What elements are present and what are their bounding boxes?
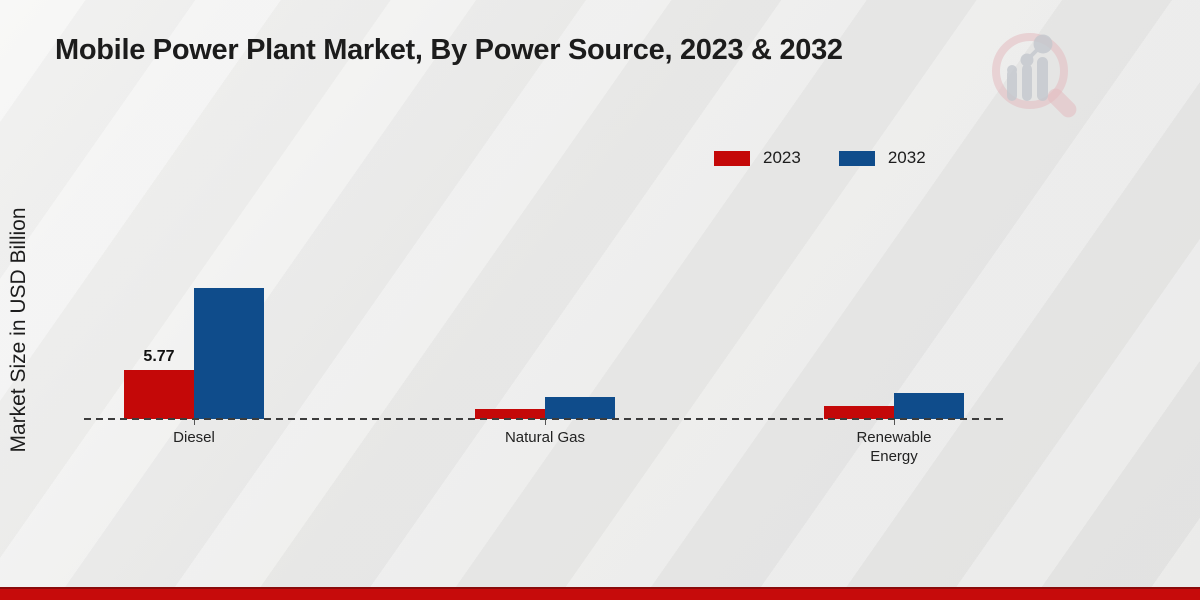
zero-baseline: [84, 418, 1007, 420]
legend-label-2023: 2023: [763, 148, 801, 167]
bar-2023-natural-gas: [475, 409, 545, 419]
bar-2023-diesel: [124, 370, 194, 419]
legend-swatch-2032: [838, 150, 875, 166]
x-label-diesel: Diesel: [173, 429, 215, 446]
bar-2032-diesel: [194, 288, 264, 419]
magnifier-bar-chart-logo-icon: [992, 33, 1077, 118]
legend-swatch-2023: [714, 150, 750, 166]
x-label-natural-gas: Natural Gas: [504, 429, 586, 446]
data-label-2023-diesel: 5.77: [143, 348, 175, 365]
chart-title: Mobile Power Plant Market, By Power Sour…: [55, 34, 843, 66]
legend: 2023 2032: [714, 148, 926, 168]
bar-2032-renewable-energy: [894, 393, 964, 419]
x-tick-natural-gas: [545, 419, 546, 425]
footer-accent-bar: [0, 587, 1200, 600]
legend-item-2032: 2032: [838, 148, 926, 168]
x-tick-renewable-energy: [894, 419, 895, 425]
bar-2032-natural-gas: [545, 397, 615, 419]
legend-item-2023: 2023: [714, 148, 801, 168]
legend-label-2032: 2032: [887, 148, 926, 167]
bar-2023-renewable-energy: [824, 406, 894, 419]
x-label-renewable-energy: Renewable Energy: [856, 429, 932, 465]
x-tick-diesel: [194, 419, 195, 425]
